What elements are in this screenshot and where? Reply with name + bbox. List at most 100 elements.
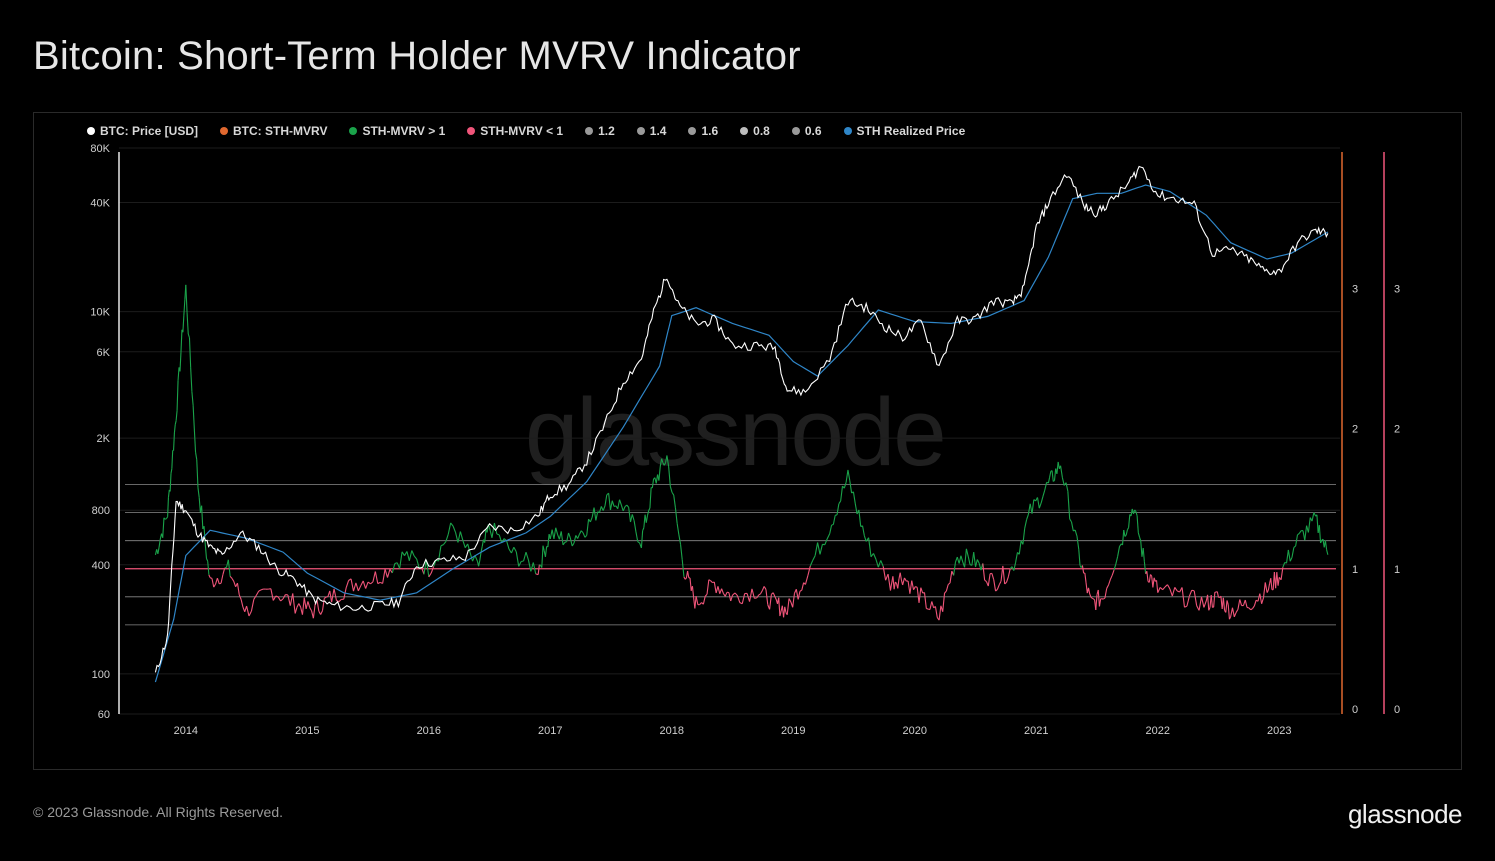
sth-mvrv-segment — [1004, 581, 1007, 585]
sth-mvrv-segment — [611, 500, 615, 507]
sth-mvrv-segment — [555, 527, 559, 535]
legend-item[interactable]: STH Realized Price — [843, 124, 965, 138]
legend-item[interactable]: BTC: Price [USD] — [87, 124, 198, 138]
sth-mvrv-segment — [649, 487, 652, 509]
legend-item[interactable]: 0.8 — [740, 124, 770, 138]
sth-mvrv-segment — [329, 590, 333, 603]
sth-mvrv-segment — [384, 568, 389, 578]
sth-mvrv-segment — [1167, 584, 1171, 590]
sth-mvrv-segment — [386, 569, 391, 578]
x-tick-label: 2015 — [295, 725, 319, 737]
sth-mvrv-segment — [1024, 519, 1028, 529]
sth-mvrv-segment — [532, 562, 537, 574]
y-right-tick-label: 3 — [1352, 283, 1358, 295]
sth-mvrv-segment — [479, 552, 482, 561]
sth-mvrv-segment — [996, 584, 1000, 590]
sth-mvrv-segment — [1002, 565, 1006, 584]
legend-dot-icon — [467, 127, 476, 135]
sth-mvrv-segment — [1318, 525, 1322, 544]
sth-mvrv-segment — [170, 468, 173, 474]
sth-mvrv-segment — [602, 505, 606, 511]
sth-mvrv-segment — [1109, 575, 1113, 580]
legend-item[interactable]: 1.2 — [585, 124, 615, 138]
sth-mvrv-segment — [1148, 574, 1152, 583]
sth-mvrv-segment — [1081, 565, 1085, 574]
sth-mvrv-segment — [277, 596, 282, 602]
sth-mvrv-segment — [1316, 514, 1319, 533]
sth-mvrv-segment — [544, 546, 548, 557]
chart-frame — [33, 112, 1462, 770]
glassnode-logo[interactable]: glassnode — [1347, 799, 1463, 829]
sth-mvrv-segment — [691, 586, 695, 599]
legend-item[interactable]: 1.6 — [688, 124, 718, 138]
sth-mvrv-segment — [1090, 596, 1093, 599]
sth-mvrv-segment — [289, 593, 294, 606]
sth-mvrv-segment — [646, 510, 650, 516]
sth-mvrv-segment — [689, 577, 692, 591]
sth-mvrv-segment — [1087, 587, 1091, 595]
sth-mvrv-segment — [1136, 515, 1139, 533]
sth-mvrv-segment — [861, 525, 865, 536]
sth-mvrv-segment — [1036, 497, 1040, 509]
sth-mvrv-segment — [296, 603, 300, 608]
sth-mvrv-segment — [1115, 556, 1119, 565]
sth-mvrv-segment — [772, 592, 776, 598]
legend-label: STH-MVRV > 1 — [362, 124, 446, 138]
sth-mvrv-segment — [1225, 600, 1228, 613]
sth-mvrv-segment — [978, 563, 982, 571]
sth-mvrv-segment — [721, 588, 724, 594]
sth-mvrv-segment — [1184, 605, 1188, 608]
y-right-tick-label: 0 — [1352, 704, 1358, 716]
legend-item[interactable]: BTC: STH-MVRV — [220, 124, 327, 138]
sth-mvrv-segment — [887, 574, 892, 591]
sth-mvrv-segment — [797, 591, 801, 600]
y-right-tick-label: 1 — [1394, 564, 1400, 576]
sth-mvrv-segment — [258, 589, 262, 592]
sth-mvrv-segment — [1018, 540, 1022, 555]
sth-mvrv-segment — [1053, 468, 1057, 481]
sth-mvrv-segment — [817, 542, 821, 555]
sth-mvrv-segment — [854, 503, 858, 515]
sth-mvrv-segment — [1047, 477, 1051, 484]
sth-mvrv-segment — [238, 594, 242, 600]
sth-mvrv-segment — [1140, 540, 1143, 557]
legend-item[interactable]: 1.4 — [636, 124, 666, 138]
legend-item[interactable]: 0.6 — [791, 124, 822, 138]
sth-mvrv-segment — [163, 517, 166, 520]
sth-mvrv-segment — [880, 560, 884, 567]
sth-mvrv-segment — [1181, 587, 1186, 608]
sth-mvrv-segment — [539, 564, 541, 566]
sth-mvrv-segment — [916, 587, 920, 603]
sth-mvrv-segment — [430, 566, 435, 574]
sth-mvrv-segment — [1052, 480, 1055, 482]
sth-mvrv-segment — [1139, 536, 1142, 542]
sth-mvrv-segment — [838, 500, 842, 505]
sth-mvrv-segment — [158, 538, 161, 548]
sth-mvrv-segment — [812, 555, 816, 561]
sth-mvrv-segment — [197, 487, 200, 498]
sth-mvrv-segment — [370, 581, 374, 585]
sth-mvrv-segment — [1124, 534, 1127, 537]
y-left-tick-label: 2K — [97, 433, 111, 445]
sth-mvrv-segment — [508, 548, 512, 554]
legend-item[interactable]: STH-MVRV > 1 — [349, 124, 445, 138]
sth-mvrv-segment — [659, 458, 663, 467]
y-right-tick-label: 3 — [1394, 283, 1400, 295]
sth-mvrv-segment — [320, 610, 323, 615]
sth-mvrv-segment — [769, 594, 772, 610]
sth-mvrv-segment — [882, 566, 887, 581]
y-left-tick-label: 6K — [97, 347, 111, 359]
y-left-tick-label: 80K — [90, 143, 110, 155]
sth-mvrv-segment — [190, 367, 193, 392]
sth-mvrv-segment — [1250, 608, 1253, 611]
sth-mvrv-segment — [191, 391, 194, 406]
sth-mvrv-segment — [1044, 482, 1048, 491]
sth-mvrv-segment — [746, 593, 751, 602]
legend-item[interactable]: STH-MVRV < 1 — [467, 124, 563, 138]
sth-mvrv-segment — [674, 507, 678, 524]
sth-mvrv-segment — [411, 550, 415, 557]
sth-mvrv-segment — [305, 601, 309, 610]
sth-mvrv-segment — [586, 519, 590, 536]
sth-mvrv-segment — [1280, 567, 1284, 580]
sth-mvrv-segment — [1226, 600, 1229, 605]
